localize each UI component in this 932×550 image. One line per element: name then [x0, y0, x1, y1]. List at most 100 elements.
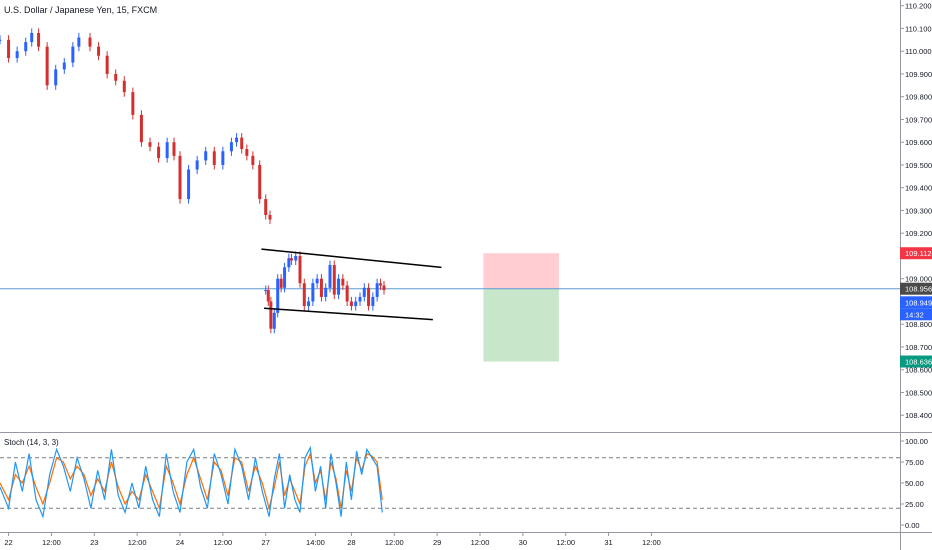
price-segment-1-candle	[71, 46, 75, 63]
price-segment-2-candle	[294, 255, 298, 261]
price-segment-1-candle	[24, 42, 28, 52]
price-segment-1-candle	[157, 146, 161, 159]
price-segment-1-candle	[195, 160, 199, 170]
price-segment-2-candle	[375, 283, 379, 297]
price-segment-1-candle	[240, 137, 244, 150]
price-segment-1-candle	[77, 37, 81, 47]
bar-countdown-label: 14:32	[905, 310, 924, 319]
price-segment-2-candle	[264, 290, 268, 292]
price-tick-label: 108.700	[905, 343, 932, 352]
price-segment-1-candle	[258, 164, 262, 200]
price-segment-1-candle	[187, 169, 191, 200]
price-tick-label: 108.600	[905, 366, 932, 375]
time-tick-label: 12:00	[642, 538, 661, 547]
time-tick-label: 23	[90, 538, 98, 547]
price-tick-label: 109.200	[905, 229, 932, 238]
time-tick-label: 12:00	[471, 538, 490, 547]
price-segment-1-candle	[221, 151, 225, 165]
target-price-label: 108.636	[905, 358, 932, 367]
price-segment-1-candle	[54, 69, 58, 86]
price-segment-1-candle	[30, 32, 34, 43]
price-segment-2-candle	[354, 301, 358, 307]
price-segment-1-candle	[45, 46, 49, 86]
price-tick-label: 108.500	[905, 388, 932, 397]
price-segment-1-candle	[105, 55, 109, 74]
target-price-tag	[900, 355, 932, 368]
time-tick-label: 24	[176, 538, 184, 547]
price-tick-label: 109.000	[905, 275, 932, 284]
price-segment-2-candle	[279, 278, 283, 288]
stochastic-tick-label: 25.00	[905, 500, 924, 509]
current-price-label: 108.949	[905, 298, 932, 307]
price-segment-1-candle	[268, 215, 272, 220]
channel-upper-line[interactable]	[261, 248, 442, 269]
price-segment-2-candle	[349, 301, 353, 307]
price-segment-1-candle	[139, 114, 143, 143]
price-tick-label: 109.300	[905, 206, 932, 215]
time-tick-label: 31	[604, 538, 612, 547]
price-segment-1-candle	[264, 199, 268, 215]
time-tick-label: 12:00	[556, 538, 575, 547]
price-segment-1-candle	[114, 73, 118, 81]
time-tick-label: 12:00	[213, 538, 232, 547]
price-tick-label: 109.800	[905, 93, 932, 102]
price-segment-1-candle	[148, 142, 152, 147]
time-tick-label: 27	[262, 538, 270, 547]
time-tick-label: 12:00	[385, 538, 404, 547]
channel-lower-line[interactable]	[263, 307, 433, 321]
stochastic-tick-label: 75.00	[905, 458, 924, 467]
stochastic-tick-label: 0.00	[905, 521, 920, 530]
price-segment-2-candle	[382, 285, 386, 291]
stochastic-title: Stoch (14, 3, 3)	[4, 438, 59, 447]
price-segment-2-candle	[287, 258, 291, 268]
price-segment-2-candle	[311, 283, 315, 302]
price-tick-label: 110.000	[905, 47, 932, 56]
time-tick-label: 12:00	[42, 538, 61, 547]
price-tick-label: 110.100	[905, 24, 932, 33]
price-tick-label: 110.200	[905, 2, 932, 11]
price-tick-label: 109.400	[905, 184, 932, 193]
time-tick-label: 30	[519, 538, 527, 547]
price-segment-2-candle	[341, 278, 345, 286]
time-tick-label: 29	[433, 538, 441, 547]
price-tick-label: 109.600	[905, 138, 932, 147]
price-tick-label: 109.500	[905, 161, 932, 170]
stop-price-tag	[900, 247, 932, 260]
price-segment-2-candle	[319, 278, 323, 297]
stochastic-tick-label: 100.00	[905, 437, 928, 446]
price-segment-1-candle	[62, 62, 66, 70]
time-tick-label: 28	[347, 538, 355, 547]
price-segment-1-candle	[251, 155, 255, 165]
price-segment-2-candle	[307, 301, 311, 307]
price-segment-2-candle	[337, 278, 341, 295]
price-segment-1-candle	[122, 80, 126, 93]
price-segment-1-candle	[204, 151, 208, 161]
time-tick-label: 22	[4, 538, 12, 547]
price-tick-label: 108.800	[905, 320, 932, 329]
price-tick-label: 109.700	[905, 115, 932, 124]
price-segment-1-candle	[245, 149, 249, 156]
price-segment-2-candle	[283, 267, 287, 288]
take-profit-zone[interactable]	[483, 288, 559, 362]
price-segment-2-candle	[362, 287, 366, 297]
price-segment-2-candle	[276, 278, 280, 313]
price-segment-2-candle	[324, 287, 328, 297]
last-price-tag	[900, 282, 932, 295]
price-segment-1-candle	[0, 39, 2, 41]
price-segment-1-candle	[88, 37, 92, 47]
price-segment-2-candle	[328, 265, 332, 288]
price-segment-2-candle	[358, 296, 362, 302]
price-segment-1-candle	[178, 155, 182, 200]
stochastic-tick-label: 50.00	[905, 479, 924, 488]
price-segment-1-candle	[235, 137, 239, 143]
price-tick-label: 108.400	[905, 411, 932, 420]
bar-countdown-tag	[900, 308, 932, 321]
price-segment-1-candle	[97, 46, 101, 56]
price-segment-1-candle	[172, 142, 176, 156]
price-segment-2-candle	[379, 283, 383, 286]
price-segment-2-candle	[302, 283, 306, 307]
stop-loss-zone[interactable]	[483, 253, 559, 289]
price-segment-1-candle	[37, 32, 41, 47]
